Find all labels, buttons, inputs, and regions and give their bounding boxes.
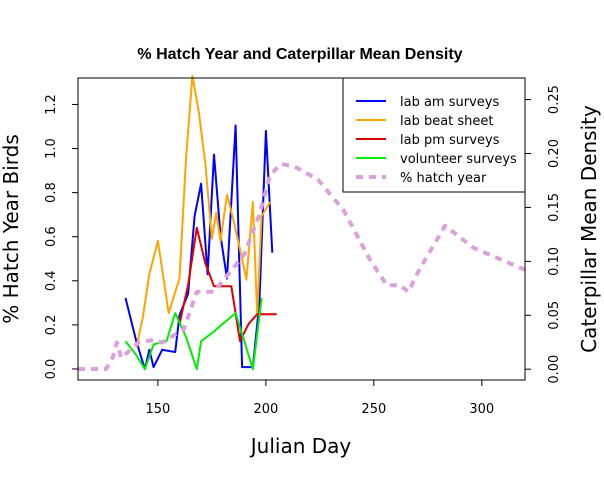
y-right-tick-label: 0.00: [547, 355, 562, 384]
legend-label-lab-pm-surveys: lab pm surveys: [400, 133, 500, 148]
y-left-tick-label: 1.0: [44, 138, 59, 159]
series-line-lab-am-surveys: [124, 124, 274, 371]
y-right-tick-label: 0.25: [547, 85, 562, 114]
y-left-tick-label: 0.4: [44, 270, 59, 291]
y-right-tick-label: 0.10: [547, 247, 562, 276]
legend-label-lab-beat-sheet: lab beat sheet: [400, 114, 494, 129]
series-line-volunteer-surveys: [124, 297, 263, 371]
series-layer: [78, 74, 526, 371]
x-axis-label: Julian Day: [249, 434, 352, 458]
y-axis-left-label: % Hatch Year Birds: [0, 134, 23, 324]
y-left-tick-label: 0.8: [44, 182, 59, 203]
legend-label-lab-am-surveys: lab am surveys: [400, 95, 499, 110]
x-tick-label: 250: [361, 402, 386, 417]
legend-label-hatch-year: % hatch year: [400, 171, 487, 186]
y-right-tick-label: 0.20: [547, 139, 562, 168]
x-tick-label: 300: [469, 402, 494, 417]
y-left-tick-label: 1.2: [44, 94, 59, 115]
y-axis-right-label: Caterpillar Mean Density: [577, 105, 601, 353]
legend: lab am surveys lab beat sheet lab pm surve…: [342, 77, 526, 193]
y-axis-right: 0.00 0.05 0.10 0.15 0.20 0.25: [524, 85, 562, 384]
legend-label-volunteer-surveys: volunteer surveys: [400, 152, 517, 167]
x-axis: 150 200 250 300: [145, 379, 494, 417]
series-line-hatch-year: [78, 162, 526, 371]
y-left-tick-label: 0.2: [44, 315, 59, 336]
series-line-lab-beat-sheet: [135, 74, 272, 348]
x-tick-label: 200: [253, 402, 278, 417]
x-tick-label: 150: [145, 402, 170, 417]
chart-title: % Hatch Year and Caterpillar Mean Densit…: [137, 46, 462, 63]
legend-box: [342, 77, 526, 193]
y-axis-left: 0.0 0.2 0.4 0.6 0.8 1.0 1.2: [44, 94, 79, 380]
y-left-tick-label: 0.0: [44, 359, 59, 380]
y-right-tick-label: 0.15: [547, 193, 562, 222]
y-left-tick-label: 0.6: [44, 226, 59, 247]
y-right-tick-label: 0.05: [547, 301, 562, 330]
